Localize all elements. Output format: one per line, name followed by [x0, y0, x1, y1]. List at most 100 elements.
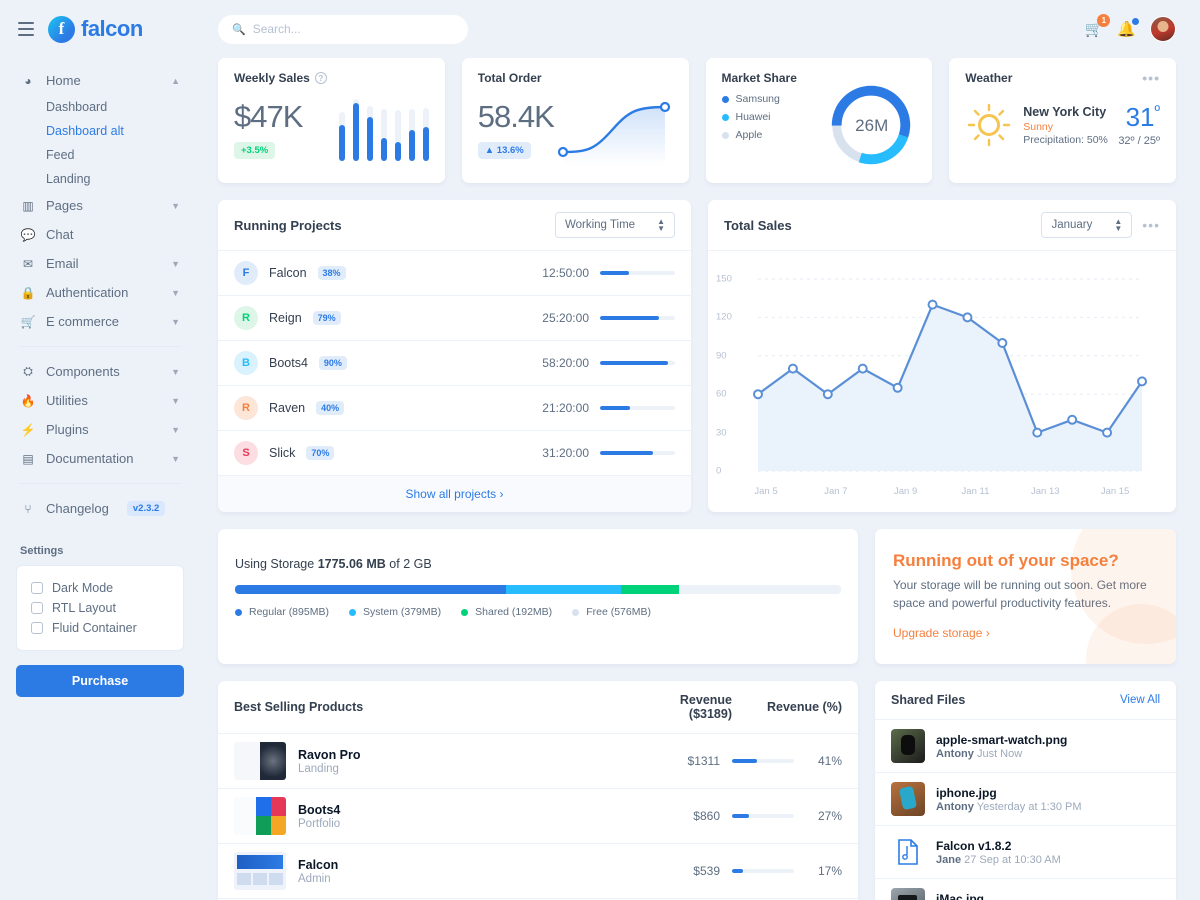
- avatar[interactable]: [1150, 16, 1176, 42]
- chevron-updown-icon: ▲ ▼: [1114, 217, 1123, 233]
- list-item[interactable]: iphone.jpg Antony Yesterday at 1:30 PM: [875, 773, 1176, 826]
- checkbox-label: Fluid Container: [52, 621, 137, 635]
- chevron-down-icon: ▼: [171, 316, 180, 327]
- sidebar-item-home[interactable]: ◕ Home ▲: [16, 66, 184, 95]
- project-progress-track: [600, 361, 675, 365]
- y-axis-tick: 60: [716, 388, 727, 400]
- show-all-projects-link[interactable]: Show all projects ›: [218, 476, 691, 512]
- shared-files-title: Shared Files: [891, 693, 966, 707]
- storage-legend-item: Free (576MB): [572, 606, 651, 618]
- project-time: 58:20:00: [542, 356, 589, 370]
- total-order-change: ▲ 13.6%: [477, 142, 531, 159]
- checkbox-fluid-container[interactable]: Fluid Container: [31, 618, 169, 638]
- sidebar-item-authentication[interactable]: 🔒 Authentication ▼: [16, 278, 184, 307]
- x-axis-tick: Jan 11: [961, 486, 990, 497]
- checkbox-rtl-layout[interactable]: RTL Layout: [31, 598, 169, 618]
- file-meta: Antony Just Now: [936, 747, 1023, 760]
- sidebar-subitem-dashboard[interactable]: Dashboard: [46, 100, 108, 114]
- sidebar-item-changelog[interactable]: ⑂ Changelog v2.3.2: [16, 494, 184, 523]
- legend-item: Apple: [721, 129, 917, 141]
- projects-chart-row: Running Projects Working Time ▲ ▼ F Falcon…: [218, 200, 1176, 512]
- x-axis-tick: Jan 13: [1031, 486, 1060, 497]
- project-avatar: R: [234, 306, 258, 330]
- promo-title: Running out of your space?: [893, 551, 1119, 570]
- table-row[interactable]: Ravon Pro Landing $1311 41%: [218, 734, 858, 789]
- checkbox-icon[interactable]: [31, 602, 43, 614]
- working-time-select[interactable]: Working Time ▲ ▼: [554, 212, 675, 238]
- project-row[interactable]: R Reign 79% 25:20:00: [218, 296, 691, 341]
- file-thumbnail: [891, 729, 925, 763]
- market-share-legend: Samsung Huawei Apple: [721, 93, 917, 141]
- running-projects-list: F Falcon 38% 12:50:00 R Reign 79% 25:20:00 B Boot…: [218, 251, 691, 476]
- product-category: Admin: [298, 872, 331, 885]
- weather-range: 32º / 25º: [1118, 134, 1160, 147]
- file-user: Antony: [936, 800, 974, 813]
- file-name: Falcon v1.8.2: [936, 838, 1012, 853]
- sidebar-item-label: Changelog: [46, 501, 109, 516]
- bell-icon[interactable]: 🔔: [1117, 17, 1140, 38]
- sidebar-item-components[interactable]: ⛭ Components ▼: [16, 357, 184, 386]
- file-name: iMac.jpg: [936, 891, 985, 900]
- list-item[interactable]: iMac.jpgRowen 23 Sep at 6:10 PM: [875, 879, 1176, 900]
- project-progress-badge: 38%: [317, 266, 346, 280]
- sidebar-item-ecommerce[interactable]: 🛒 E commerce ▼: [16, 307, 184, 336]
- table-row[interactable]: Boots4 Portfolio $860 27%: [218, 789, 858, 844]
- stat-cards-row: Weekly Sales ? $47K +3.5% Total Order 58…: [218, 58, 1176, 183]
- sidebar-divider: [18, 346, 182, 347]
- sidebar-item-utilities[interactable]: 🔥 Utilities ▼: [16, 386, 184, 415]
- legend-label: System (379MB): [362, 606, 442, 618]
- view-all-link[interactable]: View All: [1119, 694, 1160, 706]
- sidebar-item-pages[interactable]: ▥ Pages ▼: [16, 191, 184, 220]
- storage-legend: Regular (895MB) System (379MB) Shared (192…: [235, 606, 841, 618]
- legend-label: Regular (895MB): [249, 606, 329, 618]
- sidebar-item-chat[interactable]: 💬 Chat: [16, 220, 184, 249]
- cart-icon[interactable]: 🛒 1: [1085, 14, 1111, 38]
- brand-logo[interactable]: falcon: [48, 15, 143, 43]
- sidebar-subitem-feed[interactable]: Feed: [46, 148, 75, 162]
- fire-icon: 🔥: [20, 393, 36, 408]
- hamburger-menu-icon[interactable]: [18, 22, 34, 36]
- sidebar: falcon ◕ Home ▲ Dashboard Dashboard alt …: [0, 0, 200, 900]
- product-name: Boots4: [298, 802, 341, 817]
- product-info: Boots4 Portfolio: [298, 803, 636, 830]
- checkbox-icon[interactable]: [31, 622, 43, 634]
- project-avatar: F: [234, 261, 258, 285]
- search-input[interactable]: 🔍 Search...: [218, 14, 468, 44]
- file-thumbnail: [891, 888, 925, 900]
- project-row[interactable]: B Boots4 90% 58:20:00: [218, 341, 691, 386]
- project-name: Boots4: [269, 356, 308, 370]
- checkbox-label: RTL Layout: [52, 601, 116, 615]
- table-row[interactable]: Falcon Admin $539 17%: [218, 844, 858, 899]
- help-icon[interactable]: ?: [314, 72, 327, 84]
- x-axis-tick: Jan 5: [754, 486, 778, 497]
- storage-suffix: of 2 GB: [389, 557, 432, 571]
- sidebar-subitem-landing[interactable]: Landing: [46, 172, 91, 186]
- file-user: Antony: [936, 747, 974, 760]
- weekly-sales-value: $47K: [234, 99, 303, 134]
- project-row[interactable]: F Falcon 38% 12:50:00: [218, 251, 691, 296]
- more-options-icon[interactable]: •••: [1142, 70, 1160, 86]
- weather-body: New York City Sunny Precipitation: 50% 3…: [965, 101, 1160, 149]
- list-item[interactable]: apple-smart-watch.png Antony Just Now: [875, 720, 1176, 773]
- upgrade-storage-link[interactable]: Upgrade storage ›: [893, 626, 990, 640]
- project-row[interactable]: S Slick 70% 31:20:00: [218, 431, 691, 476]
- checkbox-dark-mode[interactable]: Dark Mode: [31, 578, 169, 598]
- sidebar-item-documentation[interactable]: ▤ Documentation ▼: [16, 444, 184, 473]
- sidebar-item-plugins[interactable]: ⚡ Plugins ▼: [16, 415, 184, 444]
- x-axis-tick: Jan 15: [1100, 486, 1130, 497]
- more-options-icon[interactable]: •••: [1142, 217, 1160, 233]
- purchase-button[interactable]: Purchase: [16, 665, 184, 697]
- checkbox-icon[interactable]: [31, 582, 43, 594]
- project-row[interactable]: R Raven 40% 21:20:00: [218, 386, 691, 431]
- list-item[interactable]: Falcon v1.8.2 Jane 27 Sep at 10:30 AM: [875, 826, 1176, 879]
- bar-column: [422, 107, 429, 161]
- product-revenue-track: [732, 869, 794, 873]
- sidebar-subitem-dashboard-alt[interactable]: Dashboard alt: [46, 124, 124, 138]
- month-select[interactable]: January ▲ ▼: [1041, 212, 1133, 238]
- product-category: Landing: [298, 762, 339, 775]
- storage-segment: [506, 585, 621, 594]
- product-revenue-fill: [732, 869, 743, 873]
- product-revenue-pct: 27%: [817, 809, 842, 823]
- storage-promo-row: Using Storage 1775.06 MB of 2 GB Regular…: [218, 529, 1176, 664]
- sidebar-item-email[interactable]: ✉ Email ▼: [16, 249, 184, 278]
